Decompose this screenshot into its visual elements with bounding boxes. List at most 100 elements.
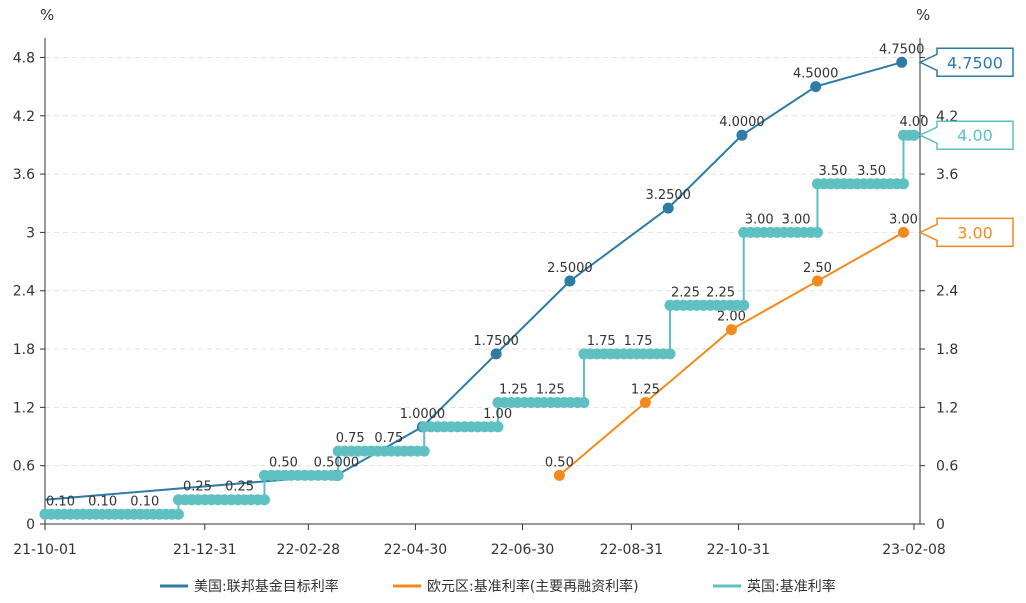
x-tick-label: 21-10-01 bbox=[13, 542, 77, 558]
x-tick-label: 23-02-08 bbox=[882, 542, 946, 558]
y-tick-label-right: 1.8 bbox=[936, 342, 958, 358]
x-tick-label: 22-08-31 bbox=[600, 542, 664, 558]
x-ticks: 21-10-01 21-12-31 22-02-28 22-04-30 22-06-30… bbox=[13, 524, 946, 558]
x-tick-label: 22-02-28 bbox=[277, 542, 341, 558]
data-label: 0.25 bbox=[225, 480, 254, 495]
data-label: 0.50 bbox=[545, 455, 574, 470]
x-tick-label: 21-12-31 bbox=[173, 542, 237, 558]
x-tick-label: 22-06-30 bbox=[491, 542, 555, 558]
x-tick-label: 22-10-31 bbox=[707, 542, 771, 558]
legend-item[interactable]: 英国:基准利率 bbox=[713, 578, 836, 595]
data-point bbox=[811, 226, 823, 238]
data-label: 1.75 bbox=[587, 334, 616, 349]
data-point bbox=[897, 178, 909, 190]
data-point bbox=[639, 397, 651, 408]
data-label: 1.7500 bbox=[473, 334, 519, 349]
series-us-fed-rate bbox=[44, 56, 908, 501]
end-label-box bbox=[918, 217, 1014, 248]
end-label-text: 4.00 bbox=[957, 126, 993, 145]
legend[interactable]: 美国:联邦基金目标利率 欧元区:基准利率(主要再融资利率) 英国:基准利率 bbox=[160, 578, 836, 595]
data-point bbox=[553, 469, 565, 481]
data-point bbox=[664, 348, 676, 360]
series-eurozone-rate bbox=[553, 226, 909, 481]
data-label: 0.10 bbox=[46, 494, 75, 509]
legend-label: 美国:联邦基金目标利率 bbox=[194, 578, 339, 595]
point-labels: 0.5000 1.0000 1.7500 2.5000 3.2500 4.0000 4.50… bbox=[46, 42, 928, 509]
data-label: 2.5000 bbox=[547, 261, 593, 276]
y-tick-label-left: 4.2 bbox=[13, 109, 35, 125]
data-point bbox=[725, 324, 737, 336]
data-point bbox=[492, 421, 504, 433]
data-label: 1.0000 bbox=[400, 407, 446, 422]
data-label: 2.25 bbox=[706, 285, 735, 300]
data-label: 1.25 bbox=[499, 383, 528, 398]
y-tick-label-left: 1.2 bbox=[13, 400, 35, 416]
data-point bbox=[811, 275, 823, 287]
legend-label: 欧元区:基准利率(主要再融资利率) bbox=[427, 578, 639, 595]
data-label: 0.10 bbox=[130, 494, 159, 509]
end-label-box bbox=[918, 47, 1014, 78]
data-point bbox=[897, 226, 909, 238]
data-point bbox=[332, 469, 344, 481]
series-line bbox=[44, 61, 902, 501]
legend-item[interactable]: 美国:联邦基金目标利率 bbox=[160, 578, 339, 595]
x-tick-label: 22-04-30 bbox=[384, 542, 448, 558]
legend-item[interactable]: 欧元区:基准利率(主要再融资利率) bbox=[393, 578, 639, 595]
data-label: 3.50 bbox=[818, 164, 847, 179]
y-tick-label-left: 3 bbox=[26, 225, 35, 241]
data-label: 0.75 bbox=[336, 431, 365, 446]
data-label: 0.75 bbox=[374, 431, 403, 446]
data-label: 3.00 bbox=[745, 212, 774, 227]
data-label: 3.2500 bbox=[645, 188, 691, 203]
data-label: 0.25 bbox=[183, 480, 212, 495]
data-point bbox=[810, 81, 822, 93]
y-tick-label-right: 1.2 bbox=[936, 400, 958, 416]
data-label: 0.5000 bbox=[314, 455, 360, 470]
data-label: 4.7500 bbox=[879, 42, 925, 57]
data-label: 2.00 bbox=[717, 310, 746, 325]
data-point bbox=[736, 129, 748, 141]
data-label: 1.00 bbox=[483, 407, 512, 422]
data-label: 2.25 bbox=[671, 285, 700, 300]
y-tick-label-left: 3.6 bbox=[13, 167, 35, 183]
data-point bbox=[418, 445, 430, 457]
y-tick-label-right: 2.4 bbox=[936, 284, 958, 300]
data-label: 1.75 bbox=[624, 334, 653, 349]
data-label: 4.00 bbox=[900, 115, 929, 130]
data-label: 4.5000 bbox=[793, 67, 839, 82]
left-axis-unit: % bbox=[40, 6, 54, 24]
data-point bbox=[578, 397, 590, 408]
series-step-line bbox=[45, 134, 914, 516]
data-label: 3.00 bbox=[782, 212, 811, 227]
y-tick-label-left: 1.8 bbox=[13, 342, 35, 358]
y-tick-label-left: 0 bbox=[26, 517, 35, 533]
data-point bbox=[172, 508, 184, 520]
end-label-box bbox=[918, 120, 1014, 150]
data-point bbox=[490, 348, 502, 360]
y-tick-label-right: 3.6 bbox=[936, 167, 958, 183]
data-label: 0.10 bbox=[88, 494, 117, 509]
data-point bbox=[738, 299, 750, 311]
y-tick-label-left: 0.6 bbox=[13, 459, 35, 475]
data-point bbox=[662, 202, 674, 214]
series-uk-rate bbox=[39, 129, 920, 520]
grid-lines bbox=[45, 56, 920, 467]
data-point bbox=[564, 275, 576, 287]
data-label: 3.50 bbox=[857, 164, 886, 179]
axes: % % bbox=[40, 6, 930, 525]
data-point bbox=[258, 494, 270, 506]
y-tick-label-left: 2.4 bbox=[13, 284, 35, 300]
y-tick-label-left: 4.8 bbox=[13, 50, 35, 66]
data-point bbox=[896, 56, 908, 68]
end-labels: 4.7500 3.00 4.00 bbox=[918, 47, 1014, 248]
data-label: 0.50 bbox=[269, 455, 298, 470]
data-point bbox=[908, 129, 920, 141]
y-tick-label-right: 0.6 bbox=[936, 459, 958, 475]
y-tick-label-right: 0 bbox=[936, 517, 945, 533]
right-axis-unit: % bbox=[916, 6, 930, 24]
data-label: 3.00 bbox=[889, 212, 918, 227]
legend-label: 英国:基准利率 bbox=[747, 578, 836, 595]
data-label: 2.50 bbox=[803, 261, 832, 276]
data-label: 1.25 bbox=[536, 383, 565, 398]
